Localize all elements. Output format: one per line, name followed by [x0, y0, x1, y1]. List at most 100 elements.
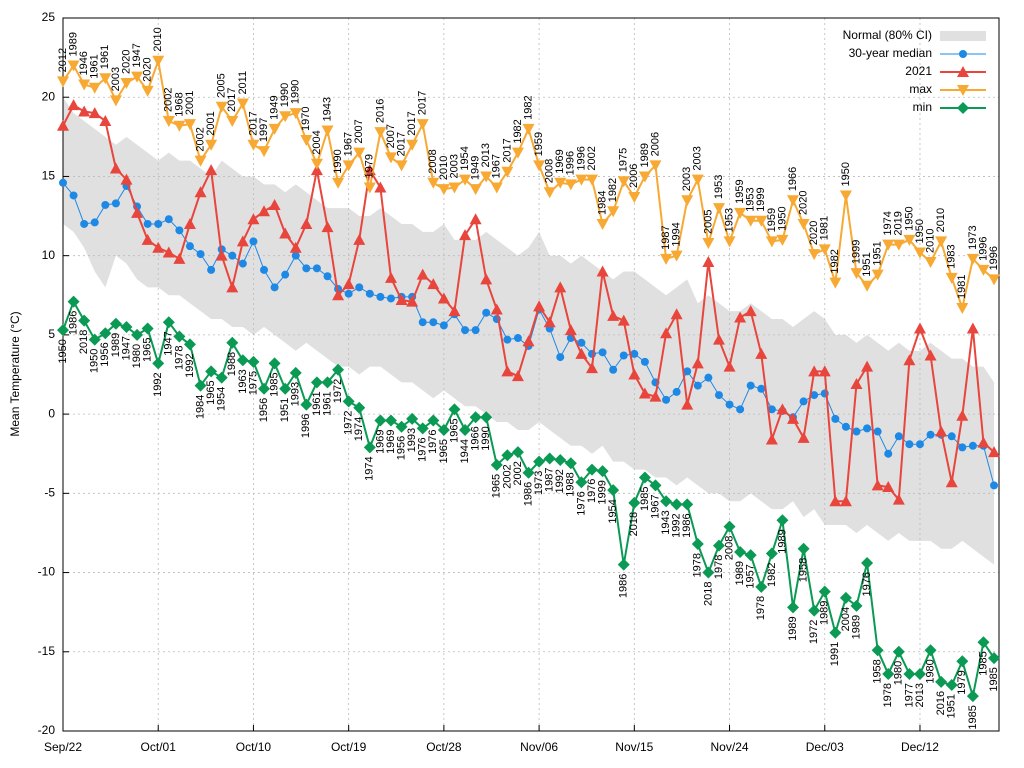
marker	[564, 324, 577, 336]
marker	[513, 334, 522, 343]
marker	[427, 278, 440, 290]
year-label: 1990	[332, 149, 344, 173]
year-label: 1980	[924, 659, 936, 683]
marker	[598, 348, 607, 357]
year-label: 1979	[364, 154, 376, 178]
marker	[543, 316, 556, 328]
year-label: 1982	[829, 249, 841, 273]
marker	[744, 305, 757, 317]
marker	[765, 236, 778, 248]
marker	[723, 360, 736, 372]
year-label: 2018	[628, 512, 640, 536]
year-label: 1969	[554, 149, 566, 173]
year-label: 1996	[565, 151, 577, 175]
year-label: 2004	[840, 607, 852, 631]
marker	[649, 390, 662, 402]
marker	[205, 139, 218, 151]
marker	[57, 324, 69, 337]
marker	[850, 599, 863, 612]
marker	[183, 217, 196, 229]
year-label: 1985	[967, 705, 979, 729]
marker	[533, 160, 546, 172]
marker	[88, 107, 101, 119]
year-label: 1967	[343, 132, 355, 156]
marker	[935, 425, 948, 437]
year-label: 1965	[438, 439, 450, 463]
marker	[543, 452, 556, 465]
year-label: 2010	[935, 208, 947, 232]
marker	[861, 360, 874, 372]
marker	[966, 322, 979, 334]
marker	[892, 493, 905, 505]
legend-swatch	[940, 31, 986, 41]
marker	[797, 431, 810, 443]
marker	[670, 308, 683, 320]
marker	[99, 327, 112, 340]
marker	[958, 443, 967, 452]
x-tick-label: Dec/03	[806, 740, 844, 754]
year-label: 1978	[692, 553, 704, 577]
marker	[968, 441, 977, 450]
marker	[554, 177, 567, 189]
marker	[765, 433, 778, 445]
marker	[501, 449, 514, 462]
legend-label: Normal (80% CI)	[843, 28, 932, 42]
marker	[207, 265, 216, 274]
marker	[185, 242, 194, 251]
marker	[903, 354, 916, 366]
marker	[734, 207, 747, 219]
year-label: 1993	[290, 382, 302, 406]
year-label: 1982	[607, 178, 619, 202]
year-label: 1987	[660, 225, 672, 249]
year-label: 1946	[78, 51, 90, 75]
marker	[215, 371, 228, 384]
year-label: 1981	[956, 274, 968, 298]
year-label: 1965	[205, 380, 217, 404]
year-label: 2017	[417, 91, 429, 115]
marker	[355, 283, 364, 292]
marker	[640, 357, 649, 366]
marker	[321, 376, 334, 389]
year-label: 1970	[300, 107, 312, 131]
year-label: 2019	[893, 211, 905, 235]
marker	[196, 250, 205, 259]
marker	[543, 187, 556, 199]
marker	[575, 347, 588, 359]
year-label: 1951	[861, 252, 873, 276]
year-label: 1981	[819, 216, 831, 240]
year-label: 1966	[787, 167, 799, 191]
marker	[173, 252, 186, 264]
year-label: 1988	[565, 472, 577, 496]
marker	[59, 178, 67, 187]
marker	[321, 125, 334, 137]
year-label: 1983	[946, 244, 958, 268]
year-label: 1985	[639, 486, 651, 510]
marker	[945, 679, 958, 692]
marker	[429, 318, 438, 327]
marker	[406, 412, 419, 425]
marker	[905, 440, 914, 449]
year-label: 1992	[184, 353, 196, 377]
marker	[120, 320, 133, 333]
year-label: 1989	[776, 529, 788, 553]
year-label: 1950	[903, 206, 915, 230]
marker	[141, 322, 154, 335]
x-tick-label: Oct/28	[426, 740, 462, 754]
marker	[564, 457, 577, 470]
marker	[554, 454, 567, 467]
marker	[765, 547, 778, 560]
year-label: 1959	[766, 208, 778, 232]
marker	[871, 479, 884, 491]
year-label: 1965	[491, 474, 503, 498]
year-label: 1989	[819, 601, 831, 625]
marker	[416, 119, 429, 131]
marker	[469, 411, 482, 424]
year-label: 1996	[977, 236, 989, 260]
year-label: 1987	[544, 467, 556, 491]
year-label: 2020	[120, 49, 132, 73]
year-label: 1972	[808, 620, 820, 644]
marker	[586, 174, 598, 186]
marker	[850, 268, 863, 280]
marker	[903, 234, 916, 246]
marker	[649, 160, 662, 172]
